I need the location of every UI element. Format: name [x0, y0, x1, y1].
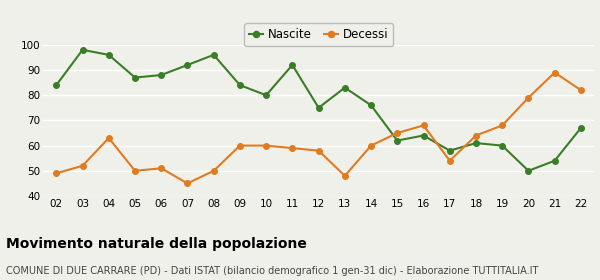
Nascite — [446, 149, 454, 152]
Nascite — [394, 139, 401, 142]
Nascite — [577, 126, 584, 130]
Decessi — [79, 164, 86, 167]
Legend: Nascite, Decessi: Nascite, Decessi — [244, 24, 393, 46]
Line: Decessi: Decessi — [53, 70, 584, 186]
Nascite — [236, 83, 244, 87]
Nascite — [210, 53, 217, 57]
Decessi — [236, 144, 244, 147]
Decessi — [499, 124, 506, 127]
Decessi — [53, 172, 60, 175]
Nascite — [131, 76, 139, 79]
Decessi — [394, 131, 401, 135]
Nascite — [525, 169, 532, 172]
Decessi — [420, 124, 427, 127]
Nascite — [499, 144, 506, 147]
Decessi — [367, 144, 374, 147]
Decessi — [315, 149, 322, 152]
Nascite — [420, 134, 427, 137]
Decessi — [184, 182, 191, 185]
Decessi — [263, 144, 270, 147]
Decessi — [446, 159, 454, 162]
Text: COMUNE DI DUE CARRARE (PD) - Dati ISTAT (bilancio demografico 1 gen-31 dic) - El: COMUNE DI DUE CARRARE (PD) - Dati ISTAT … — [6, 266, 538, 276]
Nascite — [289, 63, 296, 67]
Nascite — [263, 94, 270, 97]
Nascite — [472, 141, 479, 145]
Nascite — [158, 73, 165, 77]
Nascite — [53, 83, 60, 87]
Decessi — [525, 96, 532, 99]
Nascite — [184, 63, 191, 67]
Text: Movimento naturale della popolazione: Movimento naturale della popolazione — [6, 237, 307, 251]
Nascite — [79, 48, 86, 52]
Nascite — [341, 86, 349, 89]
Decessi — [158, 167, 165, 170]
Nascite — [315, 106, 322, 109]
Decessi — [105, 136, 112, 140]
Nascite — [551, 159, 558, 162]
Line: Nascite: Nascite — [53, 47, 584, 174]
Decessi — [131, 169, 139, 172]
Decessi — [289, 146, 296, 150]
Decessi — [551, 71, 558, 74]
Decessi — [210, 169, 217, 172]
Decessi — [472, 134, 479, 137]
Decessi — [341, 174, 349, 178]
Nascite — [105, 53, 112, 57]
Nascite — [367, 104, 374, 107]
Decessi — [577, 88, 584, 92]
